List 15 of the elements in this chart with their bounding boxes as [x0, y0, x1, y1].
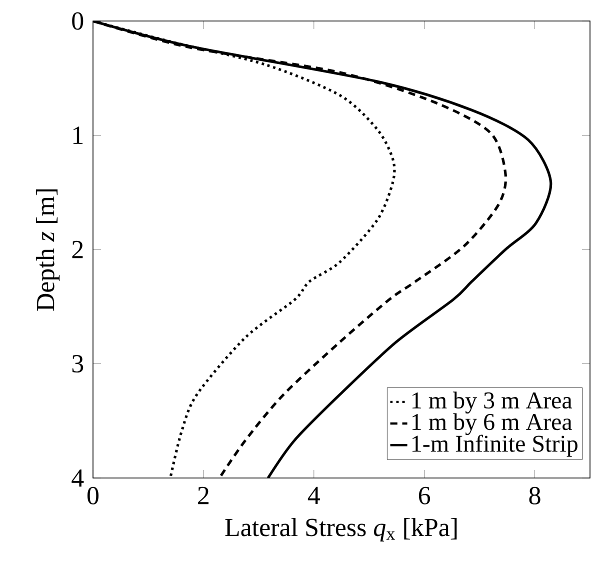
x-tick-label: 8 — [529, 486, 540, 504]
y-tick-label: 3 — [72, 355, 84, 372]
y-tick-label: 1 — [73, 126, 83, 144]
y-tick-label: 4 — [72, 469, 84, 487]
x-tick-label: 0 — [87, 486, 99, 504]
x-tick-label: 4 — [308, 486, 320, 504]
x-tick-label: 6 — [418, 486, 430, 504]
legend-label: 1 m by 3 m Area — [412, 392, 572, 414]
legend-label: 1 m by 6 m Area — [412, 413, 572, 436]
y-axis-title: Depth z [m] — [36, 189, 60, 311]
x-axis-title: Lateral Stress q$_{x}$ [kPa] — [225, 518, 457, 542]
legend-label: 1-m Infinite Strip — [412, 434, 578, 457]
y-tick-label: 0 — [72, 12, 84, 30]
y-tick-label: 2 — [72, 240, 83, 258]
x-tick-label: 2 — [198, 486, 209, 504]
